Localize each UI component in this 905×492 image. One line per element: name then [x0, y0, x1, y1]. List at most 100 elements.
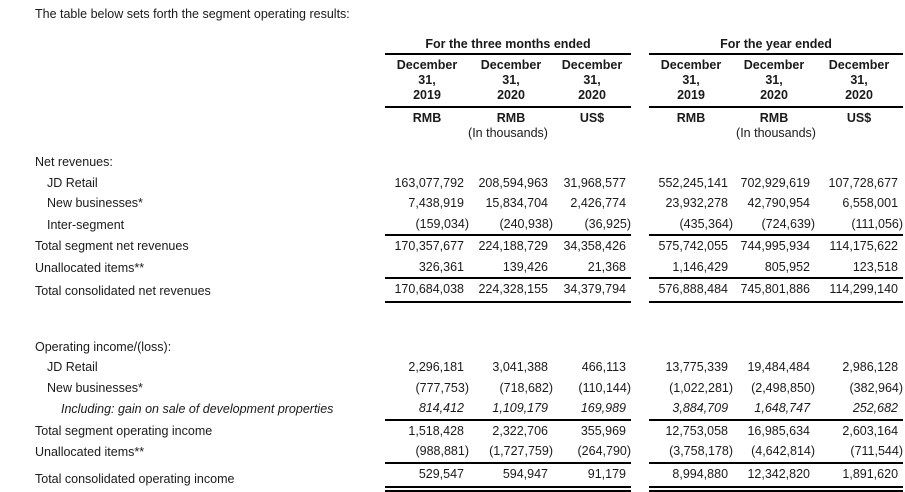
value-cell: 1,891,620: [815, 461, 904, 492]
value-cell: 594,947: [469, 461, 553, 492]
value-cell: 3,884,709: [672, 401, 729, 415]
value-cell: (988,881): [385, 441, 469, 463]
value-cell: 805,952: [764, 259, 811, 274]
negative-value: (777,753): [415, 380, 469, 395]
value-cell: 575,742,055: [649, 234, 734, 257]
row-label: Total segment operating income: [35, 423, 213, 438]
value-cell: 42,790,954: [747, 196, 811, 210]
column-gap: [631, 235, 649, 257]
row-label: JD Retail: [47, 360, 98, 374]
header-row-currency: RMB RMB US$ RMB RMB US$: [35, 107, 903, 126]
value-cell: 529,547: [385, 461, 469, 492]
value-cell: 91,179: [553, 461, 632, 492]
column-gap: [631, 173, 649, 194]
value-cell: 13,775,339: [665, 360, 729, 374]
negative-value: (111,056): [851, 216, 904, 231]
value-cell: (111,056): [815, 214, 903, 236]
value-cell: (264,790): [553, 441, 632, 463]
value-cell: 163,077,792: [394, 175, 464, 190]
row-label: New businesses*: [47, 196, 143, 210]
value-cell: (777,753): [385, 378, 469, 399]
value-cell: 34,379,794: [553, 277, 632, 303]
row-label: New businesses*: [47, 380, 143, 395]
value-cell: 2,426,774: [570, 196, 627, 210]
negative-value: (382,964): [849, 380, 904, 395]
table-row: Including: gain on sale of development p…: [35, 398, 903, 420]
table-row: JD Retail 163,077,792 208,594,963 31,968,57…: [35, 173, 903, 194]
column-date: December 31, 2020: [733, 54, 816, 108]
value-cell: 2,322,706: [469, 418, 553, 441]
negative-value: (1,022,281): [669, 380, 734, 395]
value-cell: (159,034): [385, 214, 469, 236]
column-currency: US$: [846, 111, 872, 125]
column-gap: [631, 357, 649, 378]
value-cell: (4,642,814): [733, 441, 815, 463]
column-gap: [631, 126, 649, 152]
segment-operating-results-table: For the three months ended For the year e…: [35, 37, 904, 492]
corner-cell: [35, 54, 385, 107]
negative-value: (724,639): [761, 216, 816, 231]
row-label: Unallocated items**: [35, 445, 145, 459]
value-cell: 355,969: [553, 418, 632, 441]
table-row: New businesses* (777,753) (718,682) (110,14…: [35, 378, 903, 399]
table-row: Total consolidated operating income 529,5…: [35, 461, 904, 492]
empty-cell: [385, 152, 903, 173]
value-cell: (711,544): [815, 441, 903, 463]
table-row: Total consolidated net revenues 170,684,0…: [35, 277, 904, 303]
value-cell: 107,728,677: [828, 175, 899, 190]
header-row-unit: (In thousands) (In thousands): [35, 126, 903, 152]
value-cell: 326,361: [418, 259, 464, 274]
column-date: December 31, 2019: [649, 54, 734, 108]
value-cell: 744,995,934: [733, 234, 816, 257]
column-gap: [631, 193, 649, 214]
value-cell: 170,684,038: [385, 277, 469, 303]
row-label: Inter-segment: [47, 217, 125, 232]
row-label: Including: gain on sale of development p…: [61, 402, 334, 416]
row-label: Total consolidated net revenues: [35, 284, 211, 298]
unit-note: (In thousands): [736, 126, 816, 140]
corner-cell: [35, 107, 385, 126]
value-cell: 552,245,141: [658, 175, 729, 190]
column-date: December 31, 2020: [553, 54, 632, 108]
row-label: JD Retail: [47, 175, 98, 190]
value-cell: 6,558,001: [842, 196, 899, 210]
negative-value: (264,790): [577, 444, 632, 458]
table-row: Total segment operating income 1,518,428 2…: [35, 418, 904, 441]
column-gap: [631, 107, 649, 126]
column-currency: RMB: [759, 111, 789, 125]
value-cell: 15,834,704: [485, 196, 548, 210]
unit-note: (In thousands): [468, 126, 548, 140]
value-cell: 23,932,278: [665, 196, 729, 210]
table-row: Total segment net revenues 170,357,677 224…: [35, 234, 904, 257]
negative-value: (435,364): [679, 216, 734, 231]
value-cell: (724,639): [733, 214, 816, 236]
column-date: December 31, 2020: [815, 54, 904, 108]
value-cell: 1,518,428: [385, 418, 469, 441]
empty-cell: [385, 337, 903, 358]
value-cell: 169,989: [580, 401, 627, 415]
value-cell: 114,299,140: [815, 277, 904, 303]
value-cell: 19,484,484: [747, 360, 811, 374]
column-currency: RMB: [496, 111, 526, 125]
table-header: For the three months ended For the year e…: [35, 37, 904, 152]
value-cell: (36,925): [553, 214, 631, 236]
value-cell: 3,041,388: [492, 360, 548, 374]
header-row-dates: December 31, 2019 December 31, 2020 Decemb…: [35, 54, 904, 108]
value-cell: 170,357,677: [385, 234, 469, 257]
negative-value: (110,144): [578, 380, 632, 395]
value-cell: 252,682: [852, 401, 899, 415]
table-row: Net revenues:: [35, 152, 903, 173]
intro-text: The table below sets forth the segment o…: [35, 7, 350, 21]
column-gap: [631, 257, 649, 279]
column-currency: RMB: [412, 111, 442, 125]
value-cell: 34,358,426: [553, 234, 632, 257]
value-cell: (718,682): [469, 378, 553, 399]
negative-value: (2,498,850): [751, 380, 816, 395]
table-row: Unallocated items** 326,361 139,426 21,368 1…: [35, 257, 903, 279]
row-label: Total consolidated operating income: [35, 471, 235, 486]
table-row: New businesses* 7,438,919 15,834,704 2,426,…: [35, 193, 903, 214]
value-cell: 208,594,963: [478, 175, 548, 190]
row-label: Total segment net revenues: [35, 239, 189, 253]
negative-value: (4,642,814): [751, 444, 816, 458]
corner-cell: [35, 37, 385, 54]
